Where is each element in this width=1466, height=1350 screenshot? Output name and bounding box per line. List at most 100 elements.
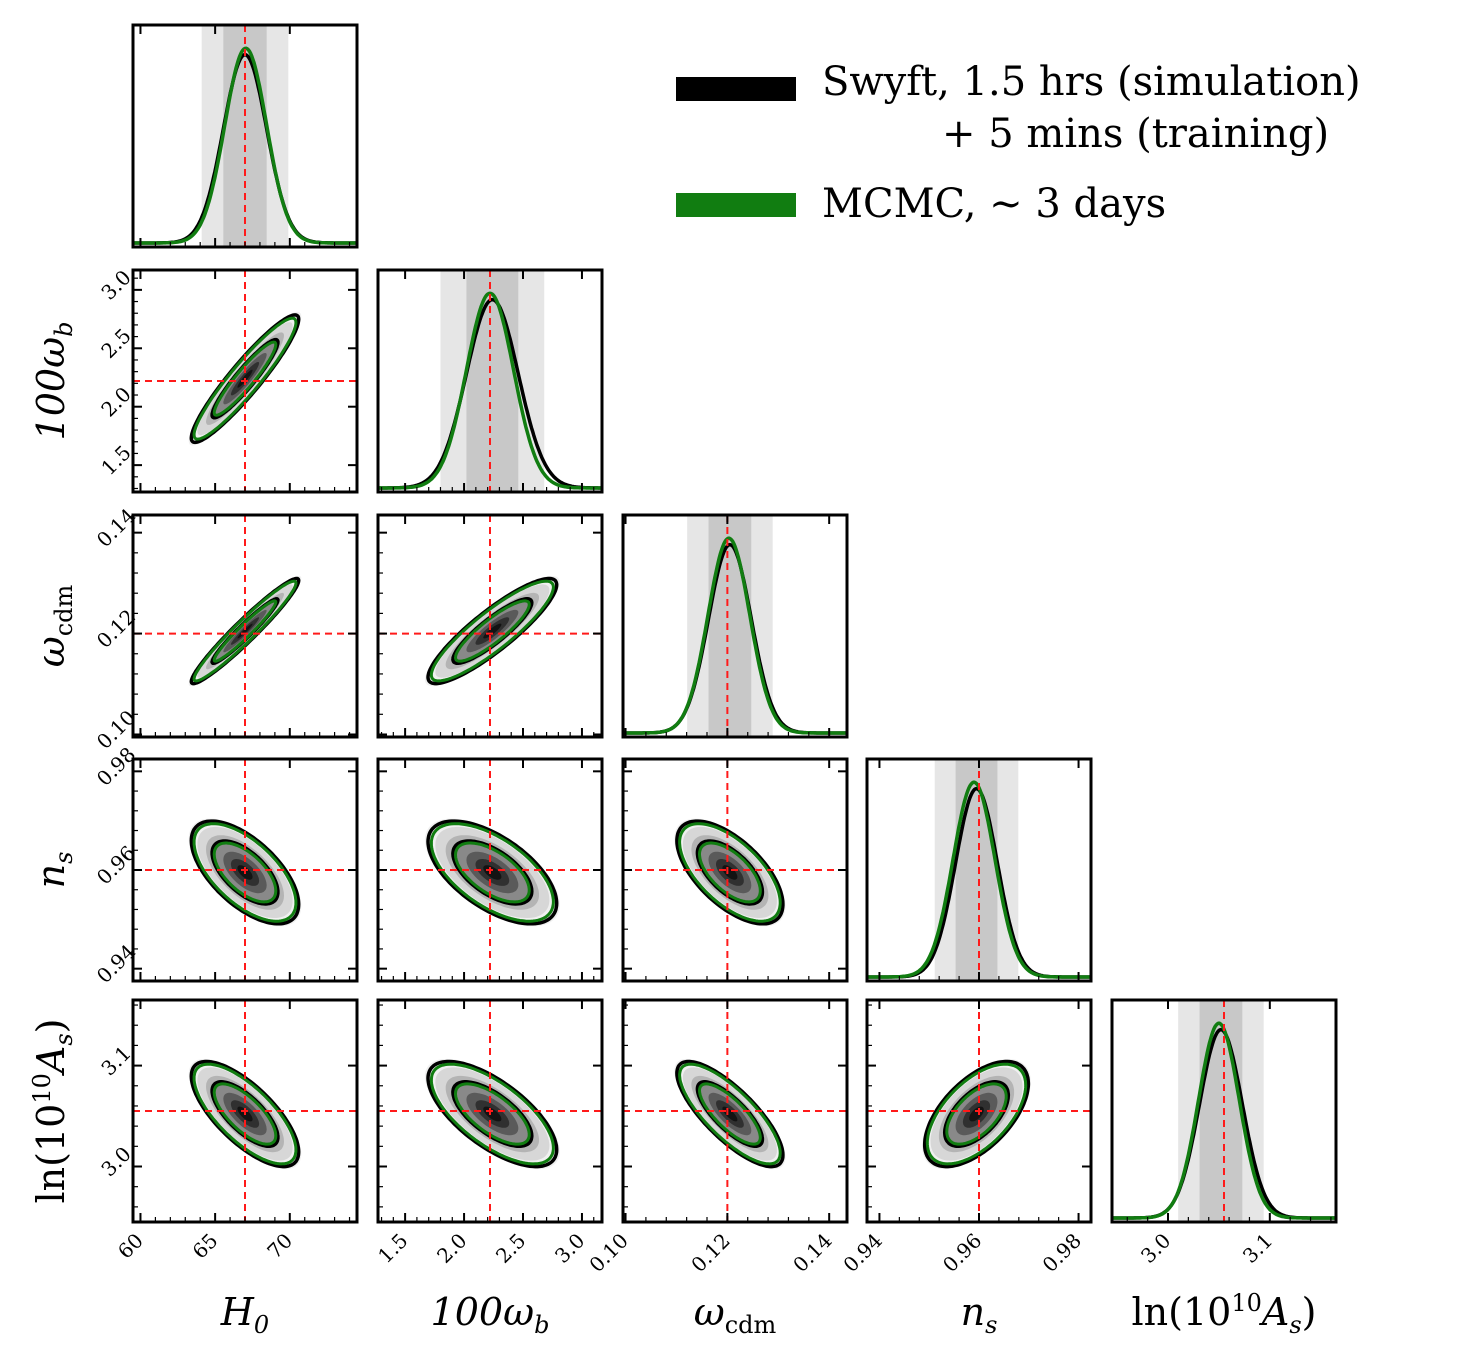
legend-label-mcmc: MCMC, ∼ 3 days xyxy=(822,181,1167,227)
panel-frame xyxy=(865,757,1093,983)
legend-label-swyft-line2: + 5 mins (training) xyxy=(942,111,1330,157)
label-part: s xyxy=(1289,1311,1301,1339)
x-axis-label-H0: H0 xyxy=(220,1290,269,1339)
panel-content xyxy=(867,1000,1091,1222)
y-axis-label-ns: ns xyxy=(29,852,78,889)
panel-frame xyxy=(376,998,604,1224)
panel-wcdm-marginal xyxy=(621,513,849,739)
contour-mcmc-2sigma xyxy=(192,579,298,683)
label-part: s xyxy=(985,1311,997,1339)
marginal-mcmc xyxy=(378,291,602,490)
y-tick-label: 3.0 xyxy=(96,1142,135,1181)
density-level-6 xyxy=(722,865,738,880)
label-part: ln(10 xyxy=(1132,1290,1232,1334)
label-part: 100ω xyxy=(431,1290,535,1334)
y-axis-label-100wb: 100ωb xyxy=(29,322,78,441)
legend-label-swyft-line1: Swyft, 1.5 hrs (simulation) xyxy=(822,59,1361,105)
y-tick-label: 3.0 xyxy=(96,265,135,304)
contour-mcmc-2sigma xyxy=(429,579,555,683)
x-tick-label: 60 xyxy=(113,1228,148,1263)
x-axis-label-lnAs: ln(1010As) xyxy=(1132,1289,1317,1339)
label-part: cdm xyxy=(725,1311,777,1339)
contour-swyft-2sigma xyxy=(189,1059,301,1169)
panel-frame xyxy=(621,757,849,983)
panel-frame xyxy=(621,998,849,1224)
panel-frame xyxy=(131,998,359,1224)
x-tick-label: 70 xyxy=(262,1228,297,1263)
contour-mcmc-1sigma xyxy=(945,1082,1008,1146)
contour-swyft-2sigma xyxy=(675,819,785,926)
panel-content xyxy=(378,270,602,492)
panel-wcdm-vs-lnAs: 0.10 0.12 0.14 xyxy=(585,998,849,1277)
contour-swyft-2sigma xyxy=(426,1059,559,1169)
contour-swyft-2sigma xyxy=(922,1059,1031,1169)
panel-content xyxy=(133,515,357,737)
y-tick-label: 2.0 xyxy=(96,382,135,421)
label-part: b xyxy=(50,322,78,337)
label-part: ) xyxy=(1302,1290,1317,1334)
contour-mcmc-1sigma xyxy=(453,841,531,904)
panel-frame xyxy=(131,513,359,739)
label-part: 0 xyxy=(254,1311,269,1339)
label-part: 10 xyxy=(1231,1289,1262,1317)
label-part: ln(10 xyxy=(29,1104,73,1204)
y-axis-label-wcdm: ωcdm xyxy=(29,584,78,667)
contour-mcmc-1sigma xyxy=(698,1082,762,1146)
legend-swatch-swyft xyxy=(676,77,796,101)
panel-H0-marginal xyxy=(131,23,359,249)
panel-content xyxy=(133,759,357,981)
panel-content xyxy=(867,759,1091,981)
panel-frame xyxy=(131,23,359,249)
contour-mcmc-1sigma xyxy=(453,599,531,663)
label-part: 100ω xyxy=(29,337,73,441)
panel-100wb-vs-lnAs: 1.5 2.0 2.5 3.0 xyxy=(373,998,604,1268)
label-part: ) xyxy=(29,1019,73,1034)
label-part: H xyxy=(220,1290,255,1334)
label-part: n xyxy=(961,1290,985,1334)
panel-ns-marginal xyxy=(865,757,1093,983)
panel-H0-vs-ns: 0.940.960.98 xyxy=(92,742,359,988)
contour-mcmc-2sigma xyxy=(429,822,555,923)
contour-swyft-2sigma xyxy=(189,819,301,926)
marginal-mcmc xyxy=(623,536,847,735)
legend-swatch-mcmc xyxy=(676,193,796,217)
panel-content xyxy=(623,1000,847,1222)
panel-content xyxy=(133,1000,357,1222)
panel-H0-vs-100wb: 1.5 2.0 2.5 3.0 xyxy=(96,265,359,494)
panel-content xyxy=(378,515,602,737)
panel-content xyxy=(133,270,357,492)
panel-lnAs-marginal: 3.0 3.1 xyxy=(1110,998,1338,1268)
panel-frame xyxy=(376,513,604,739)
x-tick-label: 0.98 xyxy=(1038,1228,1086,1276)
contour-mcmc-2sigma xyxy=(678,822,782,923)
y-tick-label: 1.5 xyxy=(96,440,135,479)
x-tick-label: 0.94 xyxy=(838,1228,886,1276)
legend: Swyft, 1.5 hrs (simulation) + 5 mins (tr… xyxy=(670,55,1430,255)
y-tick-label: 2.5 xyxy=(96,324,135,363)
x-tick-label: 3.0 xyxy=(1136,1228,1175,1267)
label-part: s xyxy=(50,852,78,864)
contour-mcmc-2sigma xyxy=(192,316,298,441)
panel-frame xyxy=(1110,998,1338,1224)
contour-mcmc-2sigma xyxy=(925,1062,1028,1166)
label-part: A xyxy=(1259,1290,1289,1334)
x-tick-label: 65 xyxy=(188,1228,223,1263)
panel-ns-vs-lnAs: 0.94 0.96 0.98 xyxy=(838,998,1093,1277)
panel-frame xyxy=(621,513,849,739)
x-axis-label-100wb: 100ωb xyxy=(431,1290,550,1339)
panel-content xyxy=(378,1000,602,1222)
x-tick-label: 3.1 xyxy=(1238,1228,1277,1267)
x-tick-label: 0.96 xyxy=(938,1228,986,1276)
label-part: s xyxy=(50,1033,78,1045)
panel-100wb-vs-wcdm xyxy=(376,513,604,739)
panel-wcdm-vs-ns xyxy=(621,757,849,983)
label-part: cdm xyxy=(50,584,78,636)
label-part: 10 xyxy=(28,1073,56,1104)
panel-content xyxy=(133,25,357,247)
x-tick-label: 0.10 xyxy=(585,1228,633,1276)
panel-content xyxy=(623,515,847,737)
contour-mcmc-1sigma xyxy=(212,340,278,417)
band-1sigma xyxy=(955,759,998,981)
label-part: A xyxy=(29,1046,73,1076)
